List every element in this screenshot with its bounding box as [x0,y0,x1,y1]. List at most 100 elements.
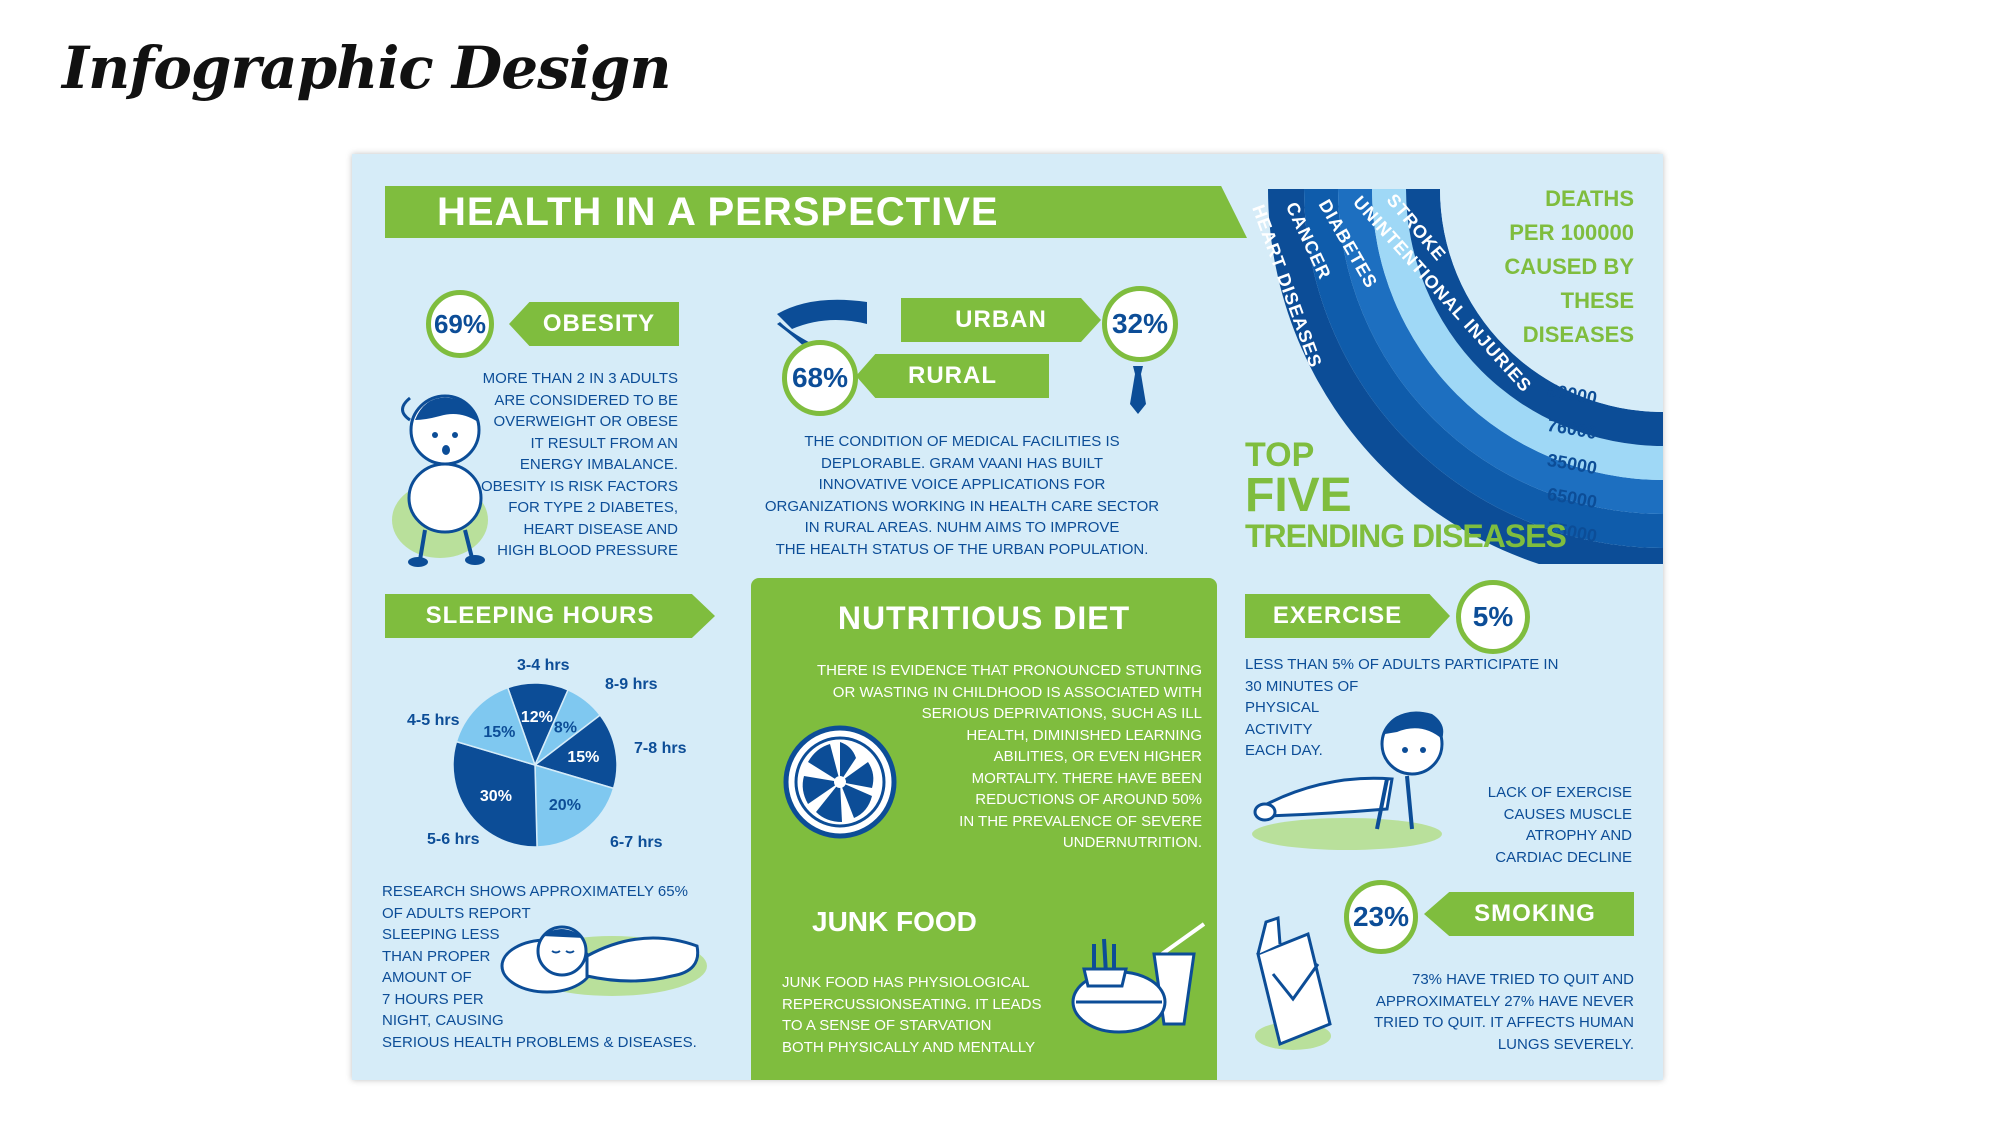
pie-category-label: 4-5 hrs [407,712,460,729]
text-line: LUNGS SEVERELY. [1497,1035,1634,1053]
sleeping-label: SLEEPING HOURS [425,602,655,629]
smoking-banner: SMOKING [1424,892,1634,936]
disease-ring [1406,189,1663,446]
header-banner: HEALTH IN A PERSPECTIVE [385,186,1247,238]
pie-slice [452,740,538,848]
exercise-text-top: LESS THAN 5% OF ADULTS PARTICIPATE IN 30… [1245,654,1625,762]
pie-slice [455,686,537,767]
header-title: HEALTH IN A PERSPECTIVE [437,189,999,234]
text-line: EACH DAY. [1245,742,1323,759]
pie-category-label: 6-7 hrs [610,834,663,851]
text-line: UNDERNUTRITION. [1062,834,1202,851]
text-line: OF ADULTS REPORT [382,904,531,922]
caption-line: DEATHS [1545,186,1634,211]
nutrition-text: THERE IS EVIDENCE THAT PRONOUNCED STUNTI… [762,660,1202,854]
text-line: LACK OF EXERCISE [1487,784,1632,801]
sleeping-text: RESEARCH SHOWS APPROXIMATELY 65% OF ADUL… [382,881,722,1053]
disease-ring [1372,189,1663,480]
text-line: JUNK FOOD HAS PHYSIOLOGICAL [782,974,1030,991]
ring-center [1440,154,1663,412]
text-line: THAN PROPER [382,947,491,965]
rural-percent: 68% [791,362,849,393]
lemon-slice-icon [783,725,897,839]
text-line: SERIOUS DEPRIVATIONS, SUCH AS ILL [921,705,1202,722]
text-line: AMOUNT OF [382,969,472,986]
junk-food-title: JUNK FOOD [812,906,977,937]
junk-food-text: JUNK FOOD HAS PHYSIOLOGICAL REPERCUSSION… [782,972,1082,1058]
pie-value-label: 15% [567,749,599,766]
text-line: 7 HOURS PER [382,990,484,1008]
text-line: MORTALITY. THERE HAVE BEEN [971,769,1202,787]
text-line: 73% HAVE TRIED TO QUIT AND [1411,971,1634,988]
text-line: TRIED TO QUIT. IT AFFECTS HUMAN [1373,1014,1634,1031]
text-line: OR WASTING IN CHILDHOOD IS ASSOCIATED WI… [832,683,1202,701]
sleep-pie-chart: 12%8% 15% 20% 30% 15% [452,682,618,848]
text-line: PHYSICAL [1245,699,1320,716]
pie-category-label: 8-9 hrs [605,676,658,693]
text-line: THE CONDITION OF MEDICAL FACILITIES IS [804,433,1120,450]
pie-value-label: 15% [483,724,515,741]
pie-category-label: 5-6 hrs [427,831,480,848]
text-line: RESEARCH SHOWS APPROXIMATELY 65% [382,883,688,900]
text-line: SERIOUS HEALTH PROBLEMS & DISEASES. [382,1033,697,1051]
obesity-percent-circle: 69% [426,290,494,358]
cigarette-pack-icon [1255,915,1332,1050]
text-line: ENERGY IMBALANCE. [519,456,678,473]
text-line: THE HEALTH STATUS OF THE URBAN POPULATIO… [775,540,1149,558]
text-line: IN RURAL AREAS. NUHM AIMS TO IMPROVE [804,519,1120,536]
pie-value-label: 8% [554,719,577,736]
text-line: IN THE PREVALENCE OF SEVERE [959,812,1202,830]
text-line: LESS THAN 5% OF ADULTS PARTICIPATE IN [1245,656,1559,673]
pie-value-label: 30% [480,788,512,805]
text-line: ORGANIZATIONS WORKING IN HEALTH CARE SEC… [764,497,1160,515]
smoking-percent: 23% [1352,901,1410,932]
text-line: IT RESULT FROM AN [530,434,678,452]
diseases-title-bottom: TRENDING DISEASES [1245,518,1567,554]
text-line: HEART DISEASE AND [523,520,679,538]
pie-value-label: 12% [521,709,553,726]
smoking-label: SMOKING [1474,900,1596,927]
smoking-percent-circle: 23% [1344,880,1418,954]
text-line: CAUSES MUSCLE [1503,805,1632,823]
text-line: APPROXIMATELY 27% HAVE NEVER [1375,992,1634,1010]
exercise-text-bottom: LACK OF EXERCISE CAUSES MUSCLE ATROPHY A… [1432,782,1632,868]
text-line: OVERWEIGHT OR OBESE [493,413,678,430]
text-line: HEALTH, DIMINISHED LEARNING [966,726,1202,744]
text-line: THERE IS EVIDENCE THAT PRONOUNCED STUNTI… [816,662,1202,679]
text-line: MORE THAN 2 IN 3 ADULTS [482,370,678,387]
exercise-label: EXERCISE [1272,602,1403,629]
diseases-title-top: TOP [1245,436,1315,474]
pie-category-label: 7-8 hrs [634,740,687,757]
smoking-text: 73% HAVE TRIED TO QUIT AND APPROXIMATELY… [1332,969,1634,1055]
pie-slice [534,763,615,848]
urban-rural-text: THE CONDITION OF MEDICAL FACILITIES IS D… [752,431,1172,560]
urban-percent: 32% [1111,308,1169,339]
obesity-label: OBESITY [542,310,656,337]
exercise-percent-circle: 5% [1456,580,1530,654]
obesity-text: MORE THAN 2 IN 3 ADULTS ARE CONSIDERED T… [472,368,678,562]
sleeping-person-illustration [500,925,707,996]
text-line: REDUCTIONS OF AROUND 50% [975,791,1202,808]
text-line: BOTH PHYSICALLY AND MENTALLY [782,1038,1036,1056]
text-line: ATROPHY AND [1525,827,1632,844]
text-line: DEPLORABLE. GRAM VAANI HAS BUILT [820,454,1104,472]
pie-slice [506,682,570,768]
text-line: CARDIAC DECLINE [1495,848,1632,866]
infographic-poster: HEALTH IN A PERSPECTIVE OBESITY 69% MORE… [352,154,1663,1080]
caption-line: DISEASES [1522,322,1634,347]
obesity-banner: OBESITY [509,302,679,346]
pushup-child-illustration [1252,711,1444,850]
obese-child-illustration [392,394,488,567]
disease-ring [1268,189,1663,564]
urban-percent-circle: 32% [1102,286,1178,362]
disease-caption: DEATHS PER 100000 CAUSED BY THESE DISEAS… [1432,182,1634,352]
diseases-title-mid: FIVE [1245,469,1352,522]
caption-line: PER 100000 [1509,220,1634,245]
pie-slice [533,714,618,790]
text-line: OBESITY IS RISK FACTORS [481,477,678,495]
rural-percent-circle: 68% [782,340,858,416]
disease-ring-chart [1268,154,1663,564]
text-line: ACTIVITY [1245,720,1313,738]
disease-ring [1338,189,1663,514]
pie-category-label: 3-4 hrs [517,657,570,674]
